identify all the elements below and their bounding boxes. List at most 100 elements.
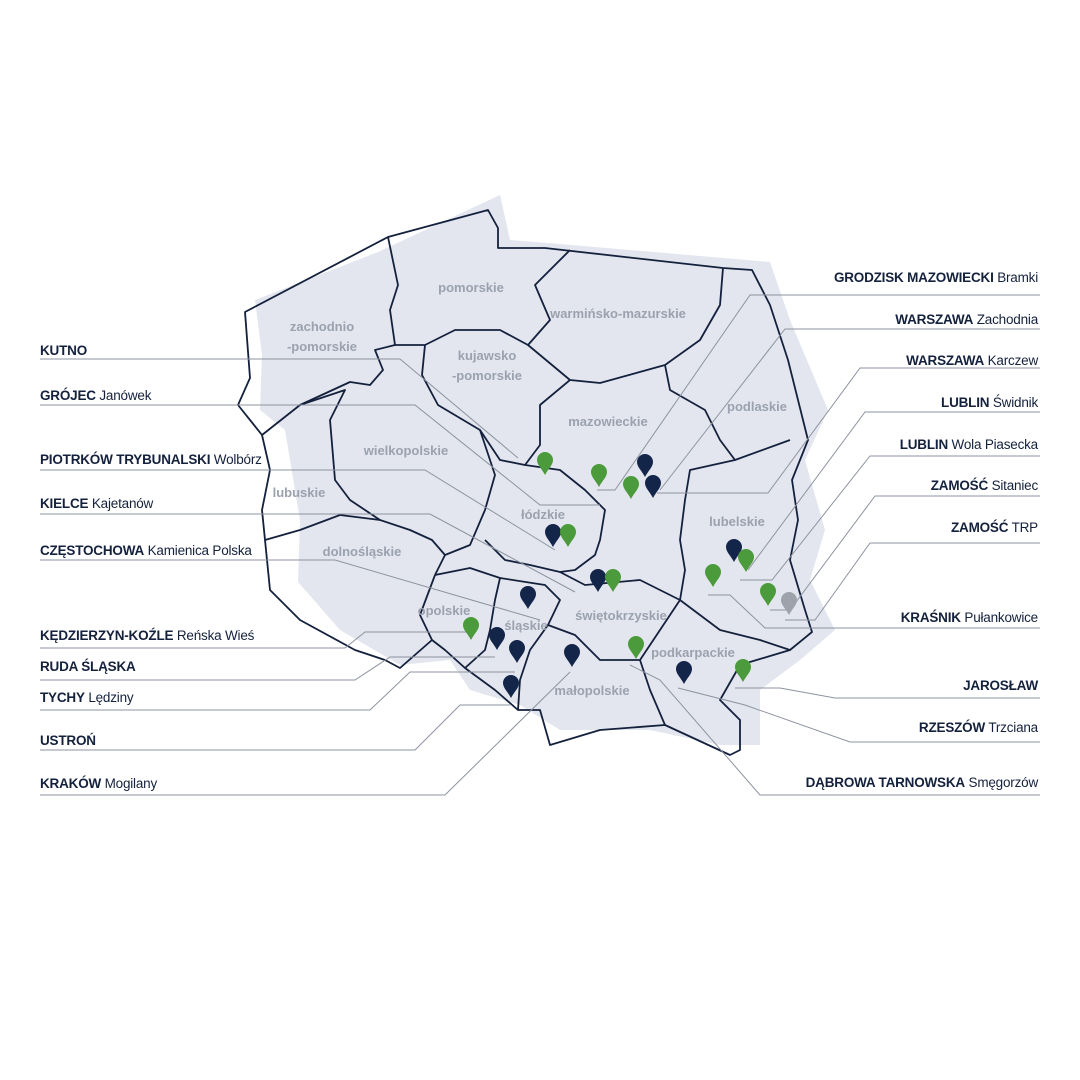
green-map-pin-icon[interactable] (560, 524, 576, 547)
place-name: Bramki (993, 270, 1038, 285)
region-warminsko-mazurskie: warmińsko-mazurskie (549, 306, 686, 321)
green-map-pin-icon[interactable] (591, 464, 607, 487)
left-location-label: TYCHY Lędziny (40, 690, 134, 705)
right-location-label: DĄBROWA TARNOWSKA Smęgorzów (805, 775, 1039, 790)
green-map-pin-icon[interactable] (537, 452, 553, 475)
city-name: LUBLIN (899, 437, 948, 452)
leader-line (40, 404, 600, 506)
navy-map-pin-icon[interactable] (676, 661, 692, 684)
leader-lines (40, 294, 1040, 796)
place-name: Mogilany (101, 776, 158, 791)
city-name: DĄBROWA TARNOWSKA (805, 775, 966, 790)
green-map-pin-icon[interactable] (705, 564, 721, 587)
place-name: Kamienica Polska (144, 543, 252, 558)
left-location-label: GRÓJEC Janówek (40, 388, 151, 403)
right-location-label: RZESZÓW Trzciana (919, 720, 1038, 735)
city-name: PIOTRKÓW TRYBUNALSKI (40, 452, 211, 467)
leader-line (40, 671, 515, 711)
leader-line (40, 656, 495, 681)
city-name: LUBLIN (941, 395, 990, 410)
green-map-pin-icon[interactable] (628, 636, 644, 659)
left-location-label: KIELCE Kajetanów (40, 496, 153, 511)
city-name: RUDA ŚLĄSKA (40, 659, 136, 674)
left-location-label: KRAKÓW Mogilany (40, 776, 157, 791)
left-location-label: KUTNO (40, 343, 87, 358)
leader-line (629, 664, 1040, 796)
navy-map-pin-icon[interactable] (503, 675, 519, 698)
right-location-label: WARSZAWA Zachodnia (895, 312, 1038, 327)
leader-line (659, 328, 1040, 491)
city-name: KIELCE (40, 496, 89, 511)
right-location-label: ZAMOŚĆ Sitaniec (931, 478, 1038, 493)
city-name: KRAŚNIK (900, 610, 961, 625)
city-name: JAROSŁAW (963, 678, 1038, 693)
left-location-label: RUDA ŚLĄSKA (40, 659, 136, 674)
region-podlaskie: podlaskie (727, 399, 787, 414)
navy-map-pin-icon[interactable] (637, 454, 653, 477)
leader-line (40, 358, 519, 459)
leader-line (708, 594, 1040, 629)
green-map-pin-icon[interactable] (738, 549, 754, 572)
place-name: Świdnik (989, 395, 1038, 410)
city-name: WARSZAWA (906, 353, 985, 368)
navy-map-pin-icon[interactable] (726, 539, 742, 562)
leader-line (785, 542, 1040, 621)
location-pins (463, 452, 797, 698)
navy-map-pin-icon[interactable] (545, 524, 561, 547)
region-mazowieckie: mazowieckie (568, 414, 648, 429)
leader-line (740, 455, 1040, 581)
green-map-pin-icon[interactable] (760, 583, 776, 606)
place-name: Kajetanów (88, 496, 154, 511)
place-name: Trzciana (985, 720, 1038, 735)
left-location-label: USTROŃ (40, 733, 96, 748)
city-name: GRÓJEC (40, 388, 96, 403)
place-name: Lędziny (84, 690, 134, 705)
region-wielkopolskie: wielkopolskie (363, 443, 449, 458)
region-slaskie: śląskie (504, 618, 547, 633)
left-location-label: KĘDZIERZYN-KOŹLE Reńska Wieś (40, 628, 254, 643)
right-location-label: ZAMOŚĆ TRP (951, 520, 1038, 535)
right-location-label: JAROSŁAW (963, 678, 1038, 693)
leader-line (747, 411, 1040, 571)
city-name: RZESZÓW (918, 720, 986, 735)
navy-map-pin-icon[interactable] (520, 586, 536, 609)
green-map-pin-icon[interactable] (463, 617, 479, 640)
green-map-pin-icon[interactable] (623, 476, 639, 499)
navy-map-pin-icon[interactable] (564, 644, 580, 667)
green-map-pin-icon[interactable] (605, 569, 621, 592)
right-location-label: LUBLIN Świdnik (941, 395, 1038, 410)
city-name: KRAKÓW (40, 776, 102, 791)
city-name: USTROŃ (40, 733, 96, 748)
region-lubelskie: lubelskie (709, 514, 765, 529)
navy-map-pin-icon[interactable] (645, 475, 661, 498)
gray-map-pin-icon[interactable] (781, 592, 797, 615)
city-name: KĘDZIERZYN-KOŹLE (40, 628, 174, 643)
region-lubuskie: lubuskie (273, 485, 326, 500)
region-opolskie: opolskie (418, 603, 471, 618)
navy-map-pin-icon[interactable] (489, 627, 505, 650)
region-pomorskie: pomorskie (438, 280, 504, 295)
leader-line (770, 495, 1040, 611)
region-labels: pomorskie zachodnio -pomorskie warmińsko… (273, 280, 787, 698)
city-name: TYCHY (40, 690, 85, 705)
city-name: WARSZAWA (895, 312, 974, 327)
city-name: KUTNO (40, 343, 87, 358)
leader-line (735, 687, 1040, 699)
right-location-label: KRAŚNIK Pułankowice (901, 610, 1038, 625)
navy-map-pin-icon[interactable] (590, 569, 606, 592)
region-lodzkie: łódzkie (521, 507, 565, 522)
place-name: Janówek (95, 388, 152, 403)
place-name: TRP (1008, 520, 1039, 535)
navy-map-pin-icon[interactable] (509, 640, 525, 663)
place-name: Wolbórz (210, 452, 262, 467)
leader-line (40, 469, 556, 551)
green-map-pin-icon[interactable] (735, 659, 751, 682)
city-name: GRODZISK MAZOWIECKI (833, 270, 994, 285)
place-name: Karczew (984, 353, 1039, 368)
place-name: Sitaniec (988, 478, 1039, 493)
region-podkarpackie: podkarpackie (651, 645, 735, 660)
leader-line (40, 513, 576, 593)
right-location-label: LUBLIN Wola Piasecka (900, 437, 1038, 452)
region-malopolskie: małopolskie (554, 683, 629, 698)
